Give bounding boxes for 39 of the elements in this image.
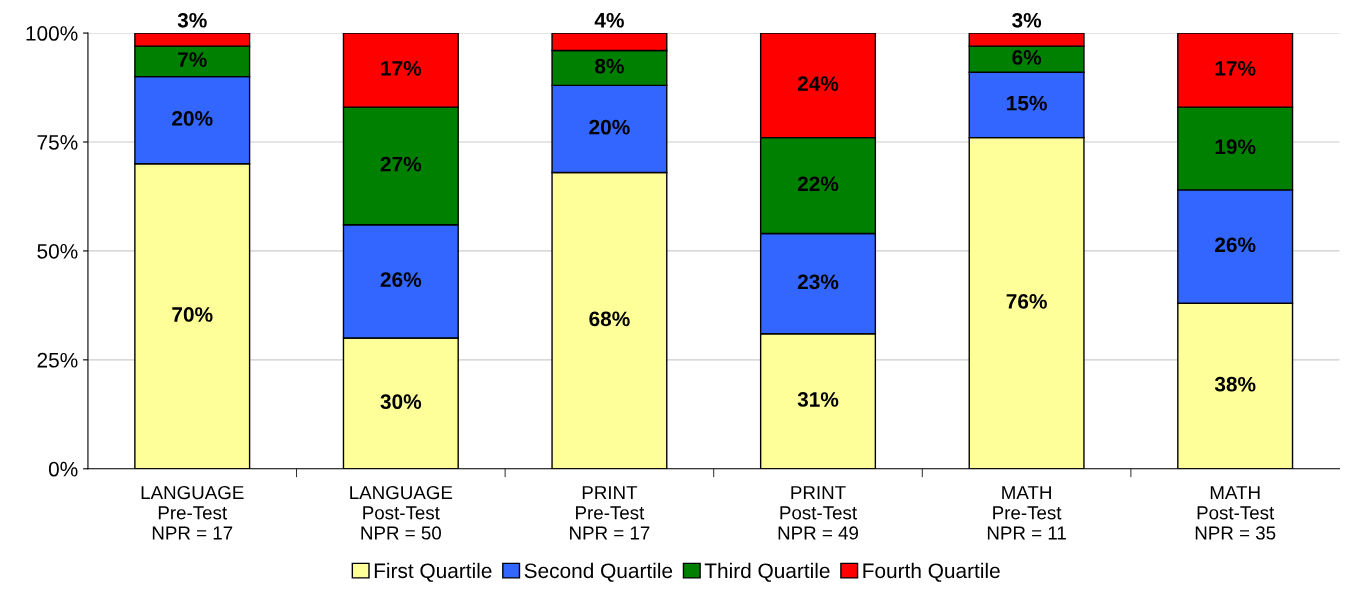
data-label: 20%	[172, 111, 213, 126]
data-label: 15%	[1007, 95, 1047, 111]
legend-label: Fourth Quartile	[863, 562, 1000, 582]
data-label: 26%	[380, 272, 422, 288]
data-label: 3%	[1012, 12, 1042, 28]
x-tick-label: LANGUAGE Pre-Test NPR = 17	[141, 485, 244, 540]
y-tick-label: 75%	[37, 135, 78, 150]
data-label: 17%	[381, 60, 422, 76]
y-tick-label: 0%	[48, 461, 78, 477]
x-tick-label: LANGUAGE Post-Test NPR = 50	[350, 485, 453, 540]
legend-label: Third Quartile	[704, 562, 830, 582]
data-label: 76%	[1006, 294, 1047, 309]
data-label: 4%	[594, 12, 624, 28]
data-label: 19%	[1215, 139, 1256, 155]
data-label: 38%	[1214, 376, 1256, 392]
x-tick-label: PRINT Post-Test NPR = 49	[778, 486, 859, 540]
data-label: 70%	[172, 307, 213, 322]
y-tick-label: 50%	[37, 243, 78, 259]
data-label: 30%	[380, 394, 422, 410]
data-label: 31%	[797, 392, 839, 407]
x-tick-label: PRINT Pre-Test NPR = 17	[570, 486, 650, 540]
data-label: 26%	[1215, 237, 1256, 253]
data-label: 8%	[595, 58, 624, 74]
y-tick-label: 100%	[26, 26, 78, 41]
legend-label: First Quartile	[374, 562, 492, 582]
data-label: 22%	[797, 176, 839, 192]
data-label: 27%	[380, 156, 422, 172]
data-label: 7%	[178, 52, 207, 67]
x-tick-label: MATH Post-Test NPR = 35	[1195, 486, 1276, 540]
y-tick-label: 25%	[37, 352, 78, 368]
data-label: 24%	[797, 76, 839, 91]
data-label: 23%	[797, 274, 839, 290]
data-label: 17%	[1215, 60, 1256, 76]
legend-label: Second Quartile	[524, 562, 673, 582]
data-label: 3%	[177, 12, 207, 28]
data-label: 20%	[589, 119, 630, 135]
data-label: 6%	[1012, 50, 1042, 65]
data-label: 68%	[589, 311, 630, 327]
x-tick-label: MATH Pre-Test NPR = 11	[987, 486, 1066, 540]
